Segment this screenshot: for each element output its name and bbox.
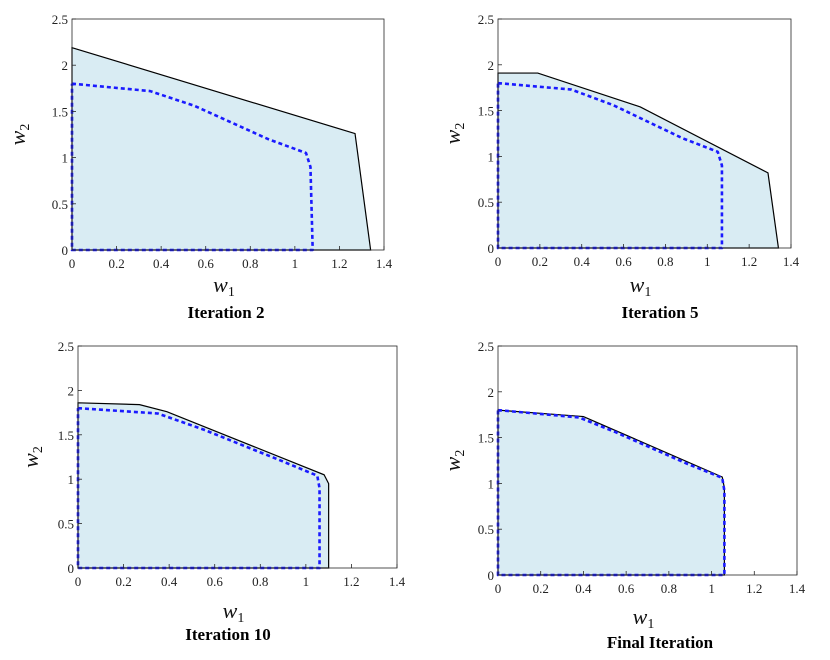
x-tick-label: 0 [75, 574, 82, 589]
x-tick-label: 1.4 [389, 574, 406, 589]
y-tick-label: 1.5 [478, 431, 494, 446]
x-tick-label: 0.6 [207, 574, 224, 589]
x-tick-label: 0.2 [533, 581, 549, 596]
y-tick-label: 0 [68, 561, 75, 576]
x-tick-label: 0.4 [574, 254, 591, 269]
outer-region-polygon [497, 72, 780, 249]
x-tick-label: 1.2 [343, 574, 359, 589]
panel-caption: Iteration 10 [185, 625, 270, 644]
x-tick-label: 1.4 [783, 254, 800, 269]
x-tick-label: 0.6 [618, 581, 635, 596]
x-axis-label: w1 [633, 604, 655, 632]
x-tick-label: 1 [704, 254, 711, 269]
x-tick-label: 0.8 [657, 254, 673, 269]
y-tick-label: 0 [488, 241, 495, 256]
chart-panel-4: 0 0.2 0.4 0.6 0.8 1 1.2 1.4 0 0.5 1 1.5 2 2.5 w1 w2 Fina… [440, 339, 806, 652]
y-tick-label: 1.5 [478, 104, 494, 119]
y-tick-label: 1 [62, 151, 69, 166]
outer-region-polygon [71, 46, 372, 251]
x-tick-label: 0 [69, 256, 76, 271]
x-tick-label: 0.6 [198, 256, 215, 271]
x-tick-label: 0.8 [252, 574, 268, 589]
x-tick-label: 0 [495, 254, 502, 269]
x-axis-label: w1 [223, 598, 245, 626]
y-axis-label: w2 [18, 446, 46, 468]
x-tick-label: 1.4 [376, 256, 393, 271]
chart-panel-1: 0 0.2 0.4 0.6 0.8 1 1.2 1.4 0 0.5 1 1.5 2 2.5 w1 w2 Iter… [5, 12, 393, 322]
x-tick-label: 1.4 [789, 581, 806, 596]
panel-caption: Iteration 5 [622, 303, 699, 322]
y-tick-label: 0.5 [478, 195, 494, 210]
y-axis-label: w2 [5, 124, 33, 146]
y-tick-label: 2.5 [52, 12, 68, 27]
axes-frame [497, 18, 792, 249]
y-tick-label: 2 [488, 58, 495, 73]
y-tick-label: 0.5 [478, 522, 494, 537]
y-tick-label: 2 [488, 385, 495, 400]
x-tick-label: 0.2 [108, 256, 124, 271]
axes-frame [77, 345, 398, 569]
y-tick-label: 1 [488, 476, 495, 491]
x-tick-label: 0.8 [242, 256, 258, 271]
x-tick-label: 0.6 [615, 254, 632, 269]
y-tick-label: 1 [68, 472, 75, 487]
y-tick-label: 2.5 [58, 339, 74, 354]
x-tick-label: 1.2 [331, 256, 347, 271]
y-tick-label: 2.5 [478, 12, 494, 27]
x-tick-label: 0.8 [661, 581, 677, 596]
x-tick-label: 1 [292, 256, 299, 271]
x-tick-label: 1.2 [746, 581, 762, 596]
y-axis-label: w2 [440, 450, 468, 472]
chart-panel-3: 0 0.2 0.4 0.6 0.8 1 1.2 1.4 0 0.5 1 1.5 2 2.5 w1 w2 Iter… [18, 339, 406, 644]
x-tick-label: 0.2 [115, 574, 131, 589]
y-tick-label: 0.5 [58, 517, 74, 532]
chart-panel-2: 0 0.2 0.4 0.6 0.8 1 1.2 1.4 0 0.5 1 1.5 2 2.5 w1 w2 Iter… [440, 12, 800, 322]
x-tick-label: 1 [303, 574, 310, 589]
x-axis-label: w1 [630, 272, 652, 300]
axes-frame [71, 18, 385, 251]
x-tick-label: 1 [708, 581, 715, 596]
panel-caption: Final Iteration [607, 633, 714, 652]
y-tick-label: 0.5 [52, 197, 68, 212]
y-tick-label: 1.5 [52, 104, 68, 119]
x-tick-label: 0.4 [153, 256, 170, 271]
axes-frame [497, 345, 798, 576]
y-axis-label: w2 [440, 123, 468, 145]
x-tick-label: 1.2 [741, 254, 757, 269]
y-tick-label: 1 [488, 149, 495, 164]
x-axis-label: w1 [213, 272, 235, 300]
x-tick-label: 0.4 [161, 574, 178, 589]
x-tick-label: 0 [495, 581, 502, 596]
panel-caption: Iteration 2 [188, 303, 265, 322]
y-tick-label: 0 [62, 243, 69, 258]
y-tick-label: 0 [488, 568, 495, 583]
outer-region-polygon [77, 402, 330, 569]
y-tick-label: 2.5 [478, 339, 494, 354]
y-tick-label: 1.5 [58, 428, 74, 443]
y-tick-label: 2 [62, 58, 69, 73]
outer-region-polygon [497, 409, 725, 576]
y-tick-label: 2 [68, 383, 75, 398]
x-tick-label: 0.2 [532, 254, 548, 269]
x-tick-label: 0.4 [575, 581, 592, 596]
